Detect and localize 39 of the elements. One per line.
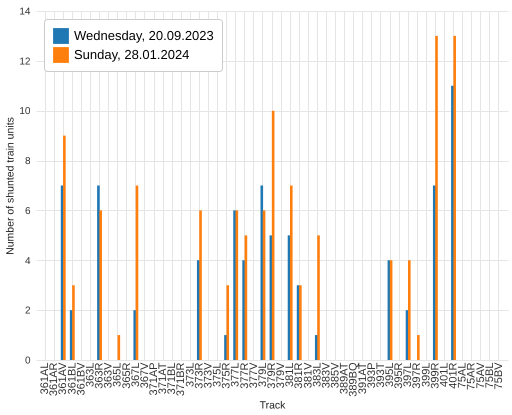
bar (260, 186, 264, 360)
bar (199, 210, 202, 360)
y-tick-label: 14 (19, 6, 31, 18)
y-tick-label: 12 (19, 56, 31, 68)
bar (299, 285, 302, 360)
bar (236, 210, 238, 360)
bar (417, 335, 420, 360)
bar (226, 285, 230, 360)
bar (408, 260, 411, 360)
bar (118, 335, 120, 360)
y-tick-label: 0 (24, 356, 31, 366)
bar (262, 210, 266, 360)
bar (244, 235, 248, 360)
y-tick-label: 8 (24, 156, 31, 168)
legend-label: Sunday, 28.01.2024 (74, 47, 190, 62)
bar (288, 235, 290, 360)
bar (97, 186, 100, 360)
bar (406, 310, 408, 360)
bar (272, 110, 274, 360)
x-tick-label: 389BQ (348, 362, 360, 397)
bar (290, 186, 293, 360)
bar (453, 36, 456, 360)
bar (270, 235, 272, 360)
bar (99, 210, 102, 360)
x-axis-title: Track (260, 400, 286, 412)
y-tick-label: 10 (19, 106, 31, 118)
bar (72, 285, 75, 360)
y-tick-label: 6 (24, 206, 31, 217)
bar (451, 86, 454, 360)
bar (224, 335, 227, 360)
bar (63, 136, 66, 360)
bar (317, 235, 320, 360)
bar (435, 36, 438, 360)
x-tick-label: 367V (138, 362, 151, 388)
y-tick-label: 2 (24, 306, 31, 317)
legend-label: Wednesday, 20.09.2023 (74, 28, 214, 43)
bar (136, 186, 138, 360)
y-axis-title: Number of shunted train units (4, 117, 16, 255)
y-tick-label: 4 (24, 256, 31, 267)
